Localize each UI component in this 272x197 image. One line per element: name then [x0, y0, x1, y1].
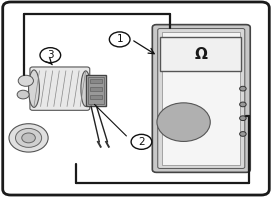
Circle shape [131, 134, 152, 149]
Circle shape [240, 102, 246, 107]
FancyBboxPatch shape [90, 87, 102, 91]
Circle shape [16, 128, 42, 147]
FancyBboxPatch shape [160, 37, 241, 71]
Circle shape [9, 124, 48, 152]
Ellipse shape [29, 70, 39, 107]
Circle shape [157, 103, 210, 141]
Text: 1: 1 [116, 34, 123, 44]
Circle shape [17, 90, 29, 99]
FancyBboxPatch shape [90, 79, 102, 83]
FancyBboxPatch shape [86, 75, 106, 106]
Circle shape [240, 132, 246, 136]
Circle shape [40, 48, 61, 63]
FancyBboxPatch shape [90, 95, 102, 98]
FancyBboxPatch shape [162, 32, 240, 165]
FancyBboxPatch shape [88, 77, 104, 104]
Circle shape [109, 32, 130, 47]
Circle shape [240, 116, 246, 121]
Circle shape [22, 133, 35, 143]
Text: 3: 3 [47, 50, 54, 60]
FancyBboxPatch shape [3, 2, 269, 195]
Text: 2: 2 [138, 137, 145, 147]
Circle shape [18, 75, 33, 86]
Circle shape [240, 86, 246, 91]
FancyBboxPatch shape [152, 25, 250, 172]
FancyBboxPatch shape [158, 29, 245, 168]
FancyBboxPatch shape [30, 67, 90, 110]
Ellipse shape [81, 71, 90, 106]
Text: Ω: Ω [194, 47, 207, 62]
